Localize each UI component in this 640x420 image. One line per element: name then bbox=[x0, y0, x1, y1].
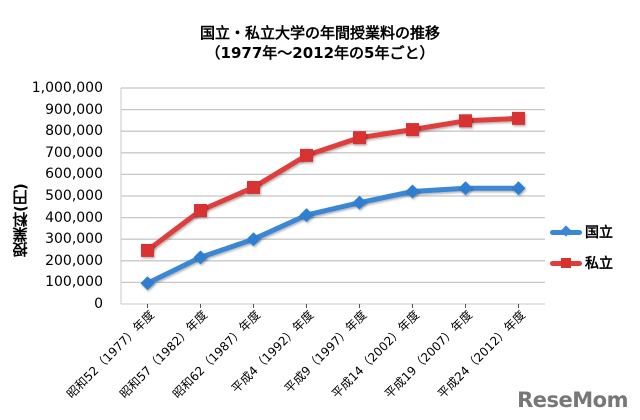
y-tick-label: 100,000 bbox=[45, 274, 103, 291]
y-tick-label: 200,000 bbox=[45, 252, 103, 269]
chart-title: 国立・私立大学の年間授業料の推移 bbox=[199, 24, 440, 42]
series-line-national bbox=[146, 185, 519, 286]
legend-diamond-icon bbox=[550, 224, 582, 237]
data-point-marker bbox=[458, 181, 473, 196]
y-tick-label: 1,000,000 bbox=[31, 80, 103, 96]
gridlines bbox=[121, 87, 545, 284]
y-tick-label: 900,000 bbox=[45, 101, 103, 118]
legend-item-national: 国立 bbox=[550, 222, 613, 242]
legend-square-icon bbox=[550, 257, 582, 268]
data-point-marker bbox=[247, 180, 260, 194]
resemom-logo: ReseMom bbox=[517, 388, 628, 412]
data-point-marker bbox=[459, 114, 472, 128]
y-tick-label: 400,000 bbox=[45, 209, 103, 226]
y-tick-label: 800,000 bbox=[45, 123, 103, 140]
legend-label-national: 国立 bbox=[585, 225, 613, 241]
data-point-marker bbox=[300, 148, 313, 162]
series-line-private bbox=[145, 115, 519, 253]
data-point-marker bbox=[299, 208, 314, 223]
data-point-marker bbox=[406, 123, 419, 137]
y-tick-label: 0 bbox=[94, 296, 103, 312]
data-point-marker bbox=[193, 250, 208, 265]
series-lines bbox=[140, 111, 526, 291]
data-point-marker bbox=[246, 232, 261, 247]
data-point-marker bbox=[405, 184, 420, 199]
data-point-marker bbox=[141, 243, 154, 257]
data-point-marker bbox=[140, 276, 155, 291]
data-point-marker bbox=[512, 111, 525, 125]
data-point-marker bbox=[352, 195, 367, 210]
y-tick-label: 500,000 bbox=[45, 188, 103, 204]
y-tick-label: 600,000 bbox=[45, 166, 103, 183]
legend-label-private: 私立 bbox=[585, 256, 613, 272]
legend-item-private: 私立 bbox=[550, 253, 613, 273]
data-point-marker bbox=[194, 203, 207, 217]
chart-subtitle: （1977年〜2012年の5年ごと） bbox=[205, 44, 435, 62]
y-tick-label: 700,000 bbox=[45, 144, 103, 161]
y-tick-label: 300,000 bbox=[45, 231, 103, 248]
data-point-marker bbox=[353, 131, 366, 145]
data-point-marker bbox=[511, 181, 526, 196]
